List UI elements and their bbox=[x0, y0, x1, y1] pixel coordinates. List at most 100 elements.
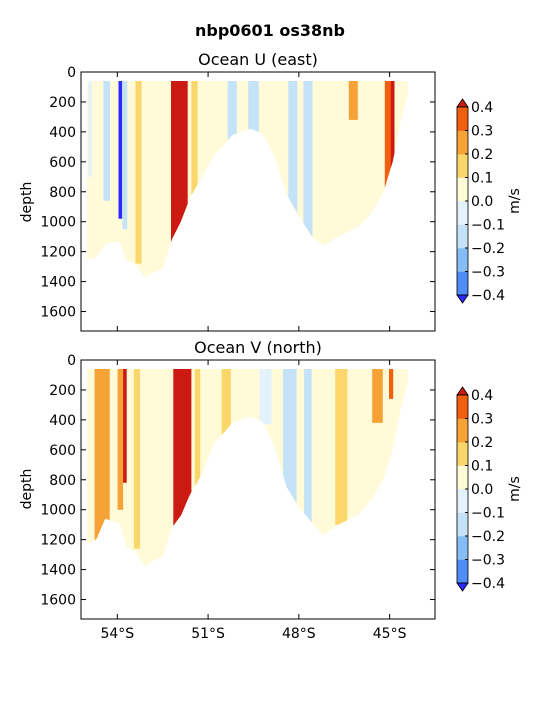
colorbar-segment bbox=[457, 107, 468, 131]
colorbar-ocean-v: −0.4 −0.3 −0.2 −0.1 0.0 0.1 0.2 0.3 0.4 m/s bbox=[456, 386, 523, 592]
velocity-band bbox=[227, 81, 237, 141]
colorbar-segment bbox=[457, 465, 468, 490]
velocity-band bbox=[94, 369, 110, 540]
colorbar-tick-label: 0.1 bbox=[471, 459, 493, 475]
velocity-band bbox=[389, 369, 394, 399]
colorbar-extend-max bbox=[456, 386, 469, 396]
contour-field-ocean-u bbox=[87, 81, 408, 278]
colorbar-segment bbox=[457, 442, 468, 466]
velocity-band bbox=[173, 369, 192, 526]
y-tick-label: 600 bbox=[49, 443, 76, 459]
colorbar-tick-label: −0.2 bbox=[471, 529, 505, 545]
colorbar-label-ocean-v: m/s bbox=[507, 476, 523, 502]
velocity-band bbox=[303, 81, 313, 237]
velocity-band bbox=[372, 369, 383, 423]
y-tick-label: 0 bbox=[67, 65, 76, 81]
y-axis-label-ocean-v: depth bbox=[19, 469, 35, 510]
axes-frame-ocean-v bbox=[80, 359, 436, 620]
figure-title: nbp0601 os38nb bbox=[195, 21, 345, 40]
velocity-band bbox=[117, 369, 124, 510]
colorbar-extend-min bbox=[456, 294, 469, 304]
velocity-band bbox=[259, 369, 272, 425]
colorbar-tick-label: 0.0 bbox=[471, 194, 493, 210]
velocity-band bbox=[221, 369, 231, 436]
colorbar-segment bbox=[457, 154, 468, 178]
velocity-band bbox=[133, 369, 140, 549]
y-axis-label-ocean-u: depth bbox=[19, 182, 35, 223]
y-tick-label: 1600 bbox=[40, 305, 76, 321]
colorbar-tick-label: −0.1 bbox=[471, 506, 505, 522]
velocity-band bbox=[325, 81, 333, 245]
y-tick-label: 1400 bbox=[40, 275, 76, 291]
y-tick-label: 200 bbox=[49, 95, 76, 111]
velocity-band bbox=[88, 81, 92, 177]
velocity-band bbox=[123, 369, 127, 483]
colorbar-segment bbox=[457, 201, 468, 225]
velocity-band bbox=[304, 369, 312, 523]
velocity-band bbox=[135, 81, 142, 264]
colorbar-segment bbox=[457, 512, 468, 537]
y-tick-label: 800 bbox=[49, 473, 76, 489]
colorbar-segment bbox=[457, 489, 468, 513]
colorbar-ocean-u: −0.4 −0.3 −0.2 −0.1 0.0 0.1 0.2 0.3 0.4 m/s bbox=[456, 98, 523, 304]
colorbar-extend-min bbox=[456, 582, 469, 592]
y-tick-label: 1400 bbox=[40, 563, 76, 579]
colorbar-segment bbox=[457, 248, 468, 272]
colorbar-segment bbox=[457, 536, 468, 560]
x-tick-label: 54°S bbox=[100, 626, 134, 642]
axes-frame-ocean-u bbox=[80, 71, 436, 332]
colorbar-tick-label: 0.4 bbox=[471, 388, 493, 404]
y-tick-label: 1600 bbox=[40, 593, 76, 609]
y-tick-label: 1000 bbox=[40, 215, 76, 231]
y-tick-label: 0 bbox=[67, 353, 76, 369]
colorbar-segment bbox=[457, 177, 468, 202]
panel-title-ocean-v: Ocean V (north) bbox=[194, 338, 322, 357]
velocity-band bbox=[194, 369, 201, 487]
velocity-band bbox=[335, 369, 348, 525]
velocity-band bbox=[103, 81, 110, 201]
y-tick-label: 400 bbox=[49, 413, 76, 429]
panel-ocean-v: Ocean V (north) depth 0 200 400 600 800 1000 1… bbox=[19, 338, 523, 642]
colorbar-tick-label: −0.3 bbox=[471, 553, 505, 569]
colorbar-tick-label: 0.4 bbox=[471, 100, 493, 116]
colorbar-extend-max bbox=[456, 98, 469, 108]
colorbar-tick-label: 0.3 bbox=[471, 412, 493, 428]
colorbar-segment bbox=[457, 395, 468, 419]
velocity-band bbox=[390, 81, 395, 168]
colorbar-tick-label: 0.1 bbox=[471, 171, 493, 187]
colorbar-tick-label: 0.3 bbox=[471, 124, 493, 140]
colorbar-tick-label: 0.0 bbox=[471, 482, 493, 498]
velocity-band bbox=[288, 81, 298, 214]
colorbar-tick-label: 0.2 bbox=[471, 435, 493, 451]
colorbar-tick-label: −0.1 bbox=[471, 218, 505, 234]
y-tick-label: 800 bbox=[49, 185, 76, 201]
velocity-band bbox=[248, 81, 259, 132]
water-column-ocean-v bbox=[87, 369, 408, 567]
velocity-band bbox=[348, 81, 358, 120]
water-column-ocean-u bbox=[87, 81, 408, 278]
y-tick-label: 1200 bbox=[40, 533, 76, 549]
velocity-band bbox=[191, 81, 198, 196]
x-tick-label: 51°S bbox=[191, 626, 225, 642]
colorbar-segment bbox=[457, 418, 468, 443]
colorbar-segment bbox=[457, 224, 468, 249]
panel-title-ocean-u: Ocean U (east) bbox=[198, 50, 318, 69]
colorbar-tick-label: 0.2 bbox=[471, 147, 493, 163]
colorbar-segment bbox=[457, 130, 468, 155]
colorbar-tick-label: −0.3 bbox=[471, 265, 505, 281]
velocity-band bbox=[171, 81, 188, 242]
y-tick-label: 200 bbox=[49, 383, 76, 399]
colorbar-tick-label: −0.2 bbox=[471, 241, 505, 257]
colorbar-segment bbox=[457, 559, 468, 584]
velocity-band bbox=[122, 81, 128, 230]
x-tick-label: 48°S bbox=[282, 626, 316, 642]
y-tick-label: 600 bbox=[49, 155, 76, 171]
colorbar-label-ocean-u: m/s bbox=[507, 188, 523, 214]
velocity-band bbox=[283, 369, 297, 504]
colorbar-tick-label: −0.4 bbox=[471, 576, 505, 592]
panel-ocean-u: Ocean U (east) depth 0 200 400 600 800 1000 12… bbox=[19, 50, 523, 332]
y-tick-label: 1000 bbox=[40, 503, 76, 519]
y-tick-label: 1200 bbox=[40, 245, 76, 261]
colorbar-segment bbox=[457, 271, 468, 296]
